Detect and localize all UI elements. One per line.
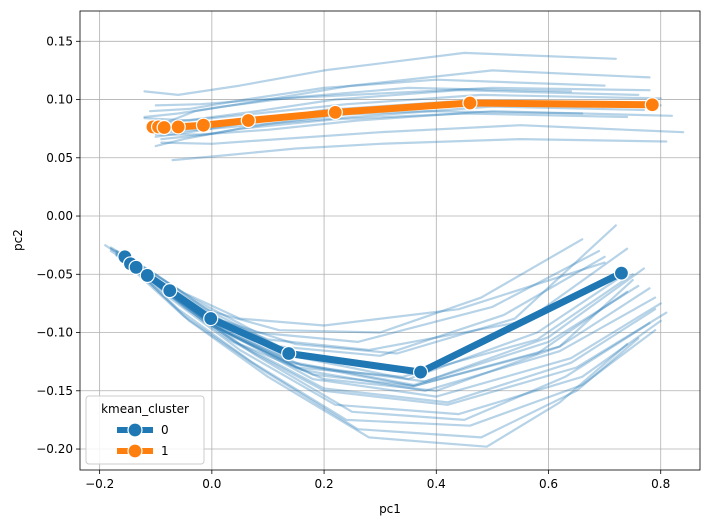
x-tick-label: 0.0 bbox=[202, 477, 221, 491]
series-0-point bbox=[412, 364, 429, 380]
y-tick-label: −0.15 bbox=[36, 384, 73, 398]
background-trace-cluster-0 bbox=[132, 266, 629, 448]
legend-marker-1 bbox=[127, 443, 143, 459]
background-trace-cluster-1 bbox=[154, 110, 674, 136]
y-tick-label: −0.05 bbox=[36, 267, 73, 281]
legend-entry-0: 0 bbox=[117, 422, 169, 438]
x-tick-label: 0.6 bbox=[539, 477, 558, 491]
legend-title: kmean_cluster bbox=[101, 402, 189, 416]
background-trace-cluster-0 bbox=[126, 263, 640, 439]
series-0-point bbox=[281, 345, 297, 362]
legend-label-1: 1 bbox=[161, 444, 169, 458]
background-traces bbox=[104, 51, 685, 448]
series-0-point bbox=[139, 267, 155, 284]
plot-area bbox=[79, 10, 701, 471]
x-tick-label: 0.2 bbox=[315, 477, 334, 491]
series-0-point bbox=[203, 310, 219, 327]
y-axis-label: pc2 bbox=[11, 229, 25, 251]
series-1-point bbox=[195, 117, 212, 133]
background-trace-cluster-1 bbox=[149, 78, 606, 113]
axis-ticks: −0.2 0.0 0.2 0.4 0.6 0.8 −0.20 −0.15 −0.10 −0.05 0… bbox=[36, 34, 670, 491]
series-0-point bbox=[162, 282, 178, 299]
background-trace-cluster-0 bbox=[126, 261, 657, 427]
grid bbox=[80, 11, 700, 470]
series-1-point bbox=[327, 104, 343, 120]
background-trace-cluster-1 bbox=[154, 86, 651, 107]
x-tick-label: −0.2 bbox=[85, 477, 114, 491]
background-trace-cluster-0 bbox=[109, 246, 606, 327]
background-trace-cluster-1 bbox=[149, 69, 651, 130]
series-1-point bbox=[156, 119, 172, 136]
background-trace-cluster-1 bbox=[160, 124, 685, 145]
background-trace-cluster-1 bbox=[143, 51, 617, 97]
x-tick-label: 0.8 bbox=[651, 477, 670, 491]
series-0-point bbox=[613, 265, 630, 281]
background-trace-cluster-1 bbox=[143, 93, 662, 122]
y-tick-label: 0.05 bbox=[46, 151, 73, 165]
series-1-point bbox=[240, 112, 256, 129]
background-trace-cluster-1 bbox=[143, 86, 573, 119]
axes-background bbox=[80, 11, 700, 470]
legend-entry-1: 1 bbox=[117, 443, 169, 459]
background-trace-cluster-0 bbox=[132, 263, 651, 421]
series-1-point bbox=[462, 95, 478, 111]
background-trace-cluster-0 bbox=[120, 259, 662, 416]
y-tick-label: 0.00 bbox=[46, 209, 73, 223]
y-tick-label: −0.20 bbox=[36, 442, 73, 456]
axes-frame bbox=[79, 10, 701, 471]
series-1-point bbox=[644, 97, 660, 113]
y-tick-label: −0.10 bbox=[36, 326, 73, 340]
x-tick-label: 0.4 bbox=[427, 477, 446, 491]
x-axis-label: pc1 bbox=[379, 502, 401, 516]
background-trace-cluster-1 bbox=[171, 138, 668, 162]
series-0-point bbox=[128, 259, 144, 275]
background-trace-cluster-1 bbox=[154, 89, 640, 126]
series-markers bbox=[117, 95, 660, 380]
legend: kmean_cluster 0 1 bbox=[85, 395, 205, 465]
legend-label-0: 0 bbox=[161, 423, 169, 437]
series-1-point bbox=[170, 119, 186, 135]
legend-marker-0 bbox=[127, 422, 143, 438]
y-tick-label: 0.10 bbox=[46, 93, 73, 107]
y-tick-label: 0.15 bbox=[46, 34, 73, 48]
background-trace-cluster-1 bbox=[154, 112, 629, 148]
